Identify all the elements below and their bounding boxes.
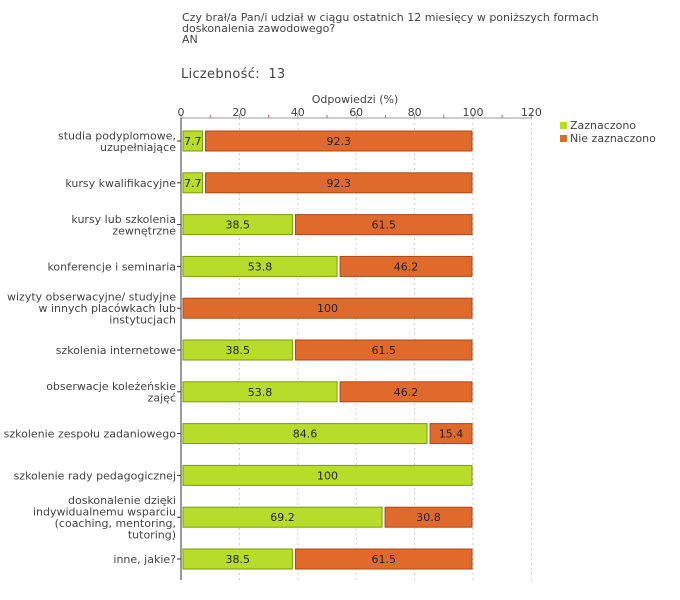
bar-selected xyxy=(182,506,383,528)
bar-value-label: 61.5 xyxy=(371,553,396,566)
bar-value-label: 53.8 xyxy=(248,260,273,273)
category-label: tutoring) xyxy=(128,528,176,541)
respondent-count: Liczebność: 13 xyxy=(181,67,285,82)
category-label: instytucjach xyxy=(109,314,176,327)
category-label: uzupełniające xyxy=(100,141,176,154)
bar-value-label: 7.7 xyxy=(184,135,202,148)
category-label: szkolenia internetowe xyxy=(56,344,177,357)
bar-value-label: 92.3 xyxy=(326,135,351,148)
bar-value-label: 46.2 xyxy=(394,386,419,399)
category-label: doskonalenie dzięki xyxy=(68,494,176,507)
x-axis-title: Odpowiedzi (%) xyxy=(312,93,399,106)
bar-not-selected xyxy=(339,381,473,403)
legend-label: Nie zaznaczono xyxy=(570,132,656,145)
bar-value-label: 15.4 xyxy=(439,428,464,441)
category-label: studia podyplomowe, xyxy=(58,129,176,142)
bar-not-selected xyxy=(294,214,473,236)
bar-value-label: 7.7 xyxy=(184,177,202,190)
bar-value-label: 100 xyxy=(317,302,338,315)
question-text: Czy brał/a Pan/i udział w ciągu ostatnic… xyxy=(182,12,622,45)
bar-value-label: 61.5 xyxy=(371,344,396,357)
x-tick-label: 0 xyxy=(178,106,185,119)
category-label: kursy kwalifikacyjne xyxy=(65,177,176,190)
category-label: szkolenie zespołu zadaniowego xyxy=(4,428,177,441)
category-label: kursy lub szkolenia xyxy=(71,213,176,226)
bar-selected xyxy=(182,464,473,486)
legend-swatch xyxy=(560,122,567,129)
bar-value-label: 38.5 xyxy=(225,219,250,232)
bar-value-label: 38.5 xyxy=(225,344,250,357)
category-label: konferencje i seminaria xyxy=(47,260,176,273)
bar-value-label: 53.8 xyxy=(248,386,273,399)
bar-not-selected xyxy=(294,548,473,570)
legend-label: Zaznaczono xyxy=(570,119,636,132)
bar-value-label: 92.3 xyxy=(326,177,351,190)
bar-value-label: 30.8 xyxy=(416,511,441,524)
question-line: doskonalenia zawodowego? xyxy=(182,22,336,35)
x-tick-label: 40 xyxy=(291,106,305,119)
category-label: zewnętrzne xyxy=(112,224,176,237)
category-label: wizyty obserwacyjne/ studyjne xyxy=(7,291,176,304)
bar-value-label: 61.5 xyxy=(371,219,396,232)
category-label: w innych placówkach lub xyxy=(38,302,176,315)
bar-selected xyxy=(182,548,293,570)
category-label: obserwacje koleżeńskie xyxy=(46,380,176,393)
x-tick-label: 100 xyxy=(463,106,484,119)
x-tick-label: 80 xyxy=(408,106,422,119)
category-label: szkolenie rady pedagogicznej xyxy=(14,469,176,482)
category-label: indywidualnemu wsparciu xyxy=(33,505,176,518)
bar-selected xyxy=(182,130,203,152)
x-tick-label: 60 xyxy=(349,106,363,119)
bar-not-selected xyxy=(182,297,473,319)
bar-value-label: 100 xyxy=(317,469,338,482)
count-value: 13 xyxy=(268,67,286,82)
bar-selected xyxy=(182,214,293,236)
bar-not-selected xyxy=(204,172,473,194)
bar-value-label: 84.6 xyxy=(293,428,318,441)
bar-value-label: 69.2 xyxy=(270,511,295,524)
legend-swatch xyxy=(560,135,567,142)
bar-selected xyxy=(182,172,203,194)
bar-selected xyxy=(182,255,338,277)
question-line: Czy brał/a Pan/i udział w ciągu ostatnic… xyxy=(182,11,599,24)
bar-not-selected xyxy=(294,339,473,361)
bar-not-selected xyxy=(429,423,473,445)
category-label: zajęć xyxy=(148,392,176,405)
category-label: (coaching, mentoring, xyxy=(55,517,176,530)
x-tick-label: 120 xyxy=(521,106,542,119)
bar-not-selected xyxy=(204,130,473,152)
category-label: inne, jakie? xyxy=(113,553,176,566)
question-line: AN xyxy=(182,33,198,46)
bar-not-selected xyxy=(384,506,473,528)
count-label: Liczebność: xyxy=(181,67,260,82)
x-tick-label: 20 xyxy=(232,106,246,119)
bar-value-label: 46.2 xyxy=(394,260,419,273)
bar-value-label: 38.5 xyxy=(225,553,250,566)
bar-selected xyxy=(182,339,293,361)
bar-selected xyxy=(182,381,338,403)
bar-selected xyxy=(182,423,428,445)
bar-not-selected xyxy=(339,255,473,277)
